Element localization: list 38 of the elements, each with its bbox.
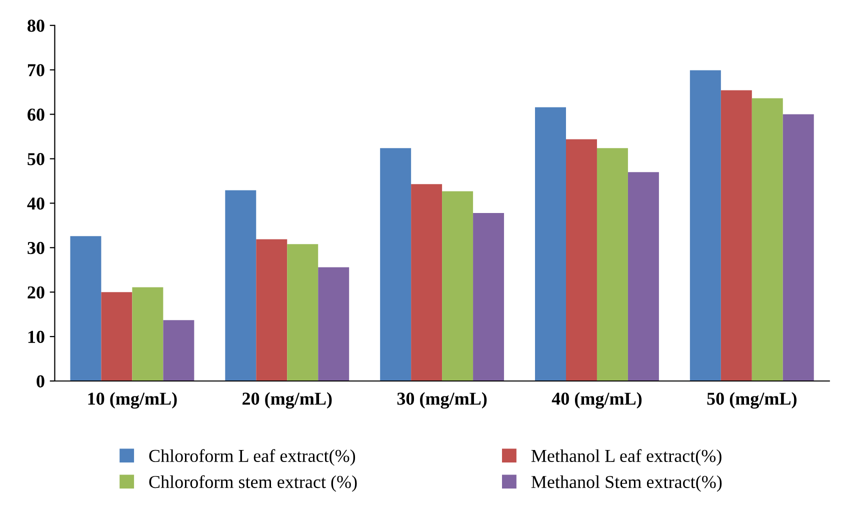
y-tick-label: 20 (28, 286, 44, 299)
y-tick-label: 70 (28, 64, 44, 76)
legend-label: Methanol Stem extract(%) (531, 475, 722, 492)
y-tick-label: 30 (28, 242, 44, 254)
legend-label: Chloroform stem extract (%) (149, 475, 357, 492)
x-tick-label: 50 (mg/mL) (707, 392, 796, 409)
bar (720, 90, 752, 381)
bar (566, 139, 597, 381)
x-tick-label: 40 (mg/mL) (552, 392, 642, 409)
y-tick-label: 40 (27, 197, 44, 210)
bar (287, 244, 318, 381)
bar (132, 287, 164, 381)
y-tick-label: 80 (28, 20, 44, 32)
y-tick-label: 0 (36, 375, 44, 388)
legend-label: Methanol L eaf extract(%) (531, 449, 722, 466)
bar (690, 70, 721, 381)
y-tick-label: 60 (28, 108, 44, 121)
bar (380, 148, 412, 381)
bar (225, 190, 256, 381)
bar (473, 212, 504, 381)
bar (101, 292, 132, 381)
legend-label: Chloroform L eaf extract(%) (149, 449, 356, 466)
x-tick-label: 30 (mg/mL) (397, 392, 487, 409)
bar (628, 172, 659, 381)
bar (782, 114, 814, 381)
y-tick-label: 50 (28, 153, 44, 166)
bar (318, 267, 350, 381)
x-tick-label: 10 (mg/mL) (88, 392, 177, 409)
bar (752, 98, 783, 381)
bar (70, 236, 102, 381)
bar (163, 320, 194, 381)
y-tick-label: 10 (28, 330, 44, 343)
bar (535, 107, 566, 381)
bar (442, 191, 474, 381)
x-tick-label: 20 (mg/mL) (242, 392, 332, 409)
bar (256, 239, 288, 381)
bar (596, 148, 628, 381)
bar (411, 184, 442, 381)
